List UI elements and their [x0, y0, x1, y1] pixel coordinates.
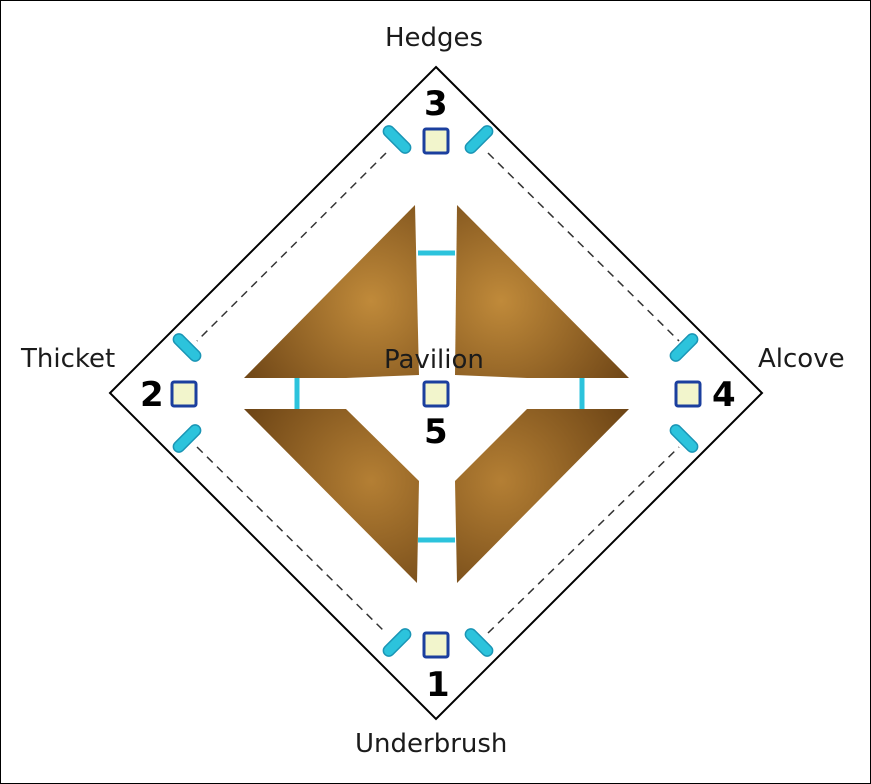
point-marker-1[interactable]: [422, 631, 450, 659]
area-label-left: Thicket: [21, 344, 116, 374]
dashed-paths: [196, 152, 680, 634]
point-number-4: 4: [712, 375, 736, 415]
map-boundary: [108, 65, 764, 721]
area-label-bottom: Underbrush: [355, 729, 508, 759]
wall-bottom-left: [244, 409, 419, 583]
gate-right-upper: [669, 333, 699, 362]
area-label-top: Hedges: [385, 23, 484, 53]
point-marker-4[interactable]: [674, 380, 702, 408]
path-top-left: [196, 152, 387, 342]
point-number-2: 2: [140, 375, 164, 415]
point-number-3: 3: [424, 84, 448, 124]
wall-top-left: [244, 205, 419, 378]
path-top-right: [487, 152, 680, 342]
point-marker-2[interactable]: [170, 380, 198, 408]
inner-gates: [294, 250, 585, 543]
point-markers: [170, 127, 702, 659]
point-number-1: 1: [426, 665, 450, 705]
gate-top-right: [464, 125, 494, 154]
gate-bottom-left: [382, 628, 412, 657]
gate-top-left: [382, 125, 412, 154]
point-number-5: 5: [424, 412, 448, 452]
gate-left-upper: [172, 333, 202, 362]
gate-bottom-right: [464, 628, 494, 657]
gate-right-lower: [669, 424, 699, 453]
area-label-right: Alcove: [758, 344, 845, 374]
point-marker-3[interactable]: [422, 127, 450, 155]
wall-bottom-right: [455, 409, 629, 583]
wall-top-right: [455, 205, 629, 378]
point-marker-5[interactable]: [422, 380, 450, 408]
path-bottom-left: [196, 446, 387, 634]
area-label-center: Pavilion: [384, 345, 484, 375]
gate-left-lower: [172, 424, 202, 453]
path-bottom-right: [487, 446, 680, 634]
outer-gates: [172, 125, 699, 657]
